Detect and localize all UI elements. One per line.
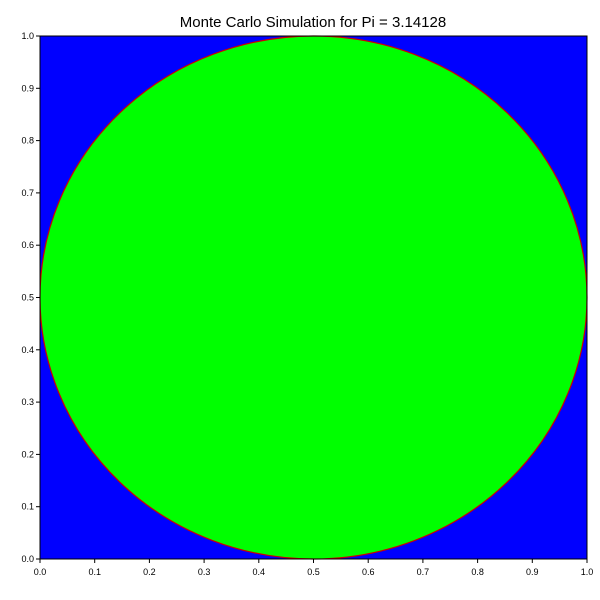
y-tick-label: 0.5 [21, 293, 34, 303]
x-tick-label: 1.0 [581, 567, 594, 577]
x-tick-label: 0.6 [362, 567, 375, 577]
x-tick-label: 0.7 [417, 567, 430, 577]
x-tick-label: 0.4 [253, 567, 266, 577]
x-tick-label: 0.8 [471, 567, 484, 577]
x-tick-label: 0.1 [88, 567, 101, 577]
y-tick-label: 0.0 [21, 554, 34, 564]
x-tick-label: 0.9 [526, 567, 539, 577]
y-tick-label: 0.8 [21, 136, 34, 146]
y-tick-label: 0.6 [21, 240, 34, 250]
x-tick-label: 0.2 [143, 567, 156, 577]
y-tick-label: 0.9 [21, 83, 34, 93]
inside-region [39, 35, 588, 560]
y-tick-label: 0.2 [21, 449, 34, 459]
chart-title: Monte Carlo Simulation for Pi = 3.14128 [180, 14, 446, 31]
y-tick-label: 0.1 [21, 502, 34, 512]
y-axis: 0.0 0.1 0.2 0.3 0.4 0.5 0.6 0.7 0.8 0.9 1.0 [21, 31, 40, 564]
y-tick-label: 0.3 [21, 397, 34, 407]
y-tick-label: 1.0 [21, 31, 34, 41]
x-tick-label: 0.5 [307, 567, 320, 577]
x-axis: 0.0 0.1 0.2 0.3 0.4 0.5 0.6 0.7 0.8 0.9 1.0 [34, 559, 594, 577]
y-tick-label: 0.4 [21, 345, 34, 355]
y-tick-label: 0.7 [21, 188, 34, 198]
plot-area [39, 35, 588, 560]
x-tick-label: 0.3 [198, 567, 211, 577]
x-tick-label: 0.0 [34, 567, 47, 577]
